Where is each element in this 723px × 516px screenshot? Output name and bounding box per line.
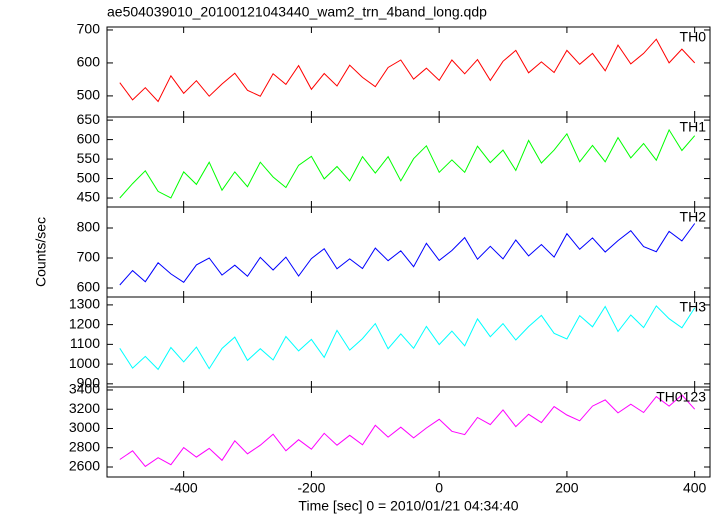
y-tick-label: 1300	[69, 296, 100, 312]
series-line	[119, 128, 696, 199]
y-tick-label: 1000	[69, 355, 100, 371]
y-axis-label: Counts/sec	[33, 217, 49, 287]
chart-title: ae504039010_20100121043440_wam2_trn_4ban…	[107, 4, 487, 20]
series-line	[119, 394, 696, 468]
y-tick-label: 700	[77, 21, 101, 37]
y-tick-label: 600	[77, 54, 101, 70]
y-tick-label: 450	[77, 189, 101, 205]
y-tick-label: 3400	[69, 381, 100, 397]
y-tick-label: 1100	[70, 335, 100, 351]
y-tick-label: 550	[77, 150, 101, 166]
y-tick-label: 3200	[69, 400, 100, 416]
series-label: TH0123	[656, 389, 706, 405]
y-tick-label: 1200	[69, 315, 100, 331]
x-axis-label: Time [sec] 0 = 2010/01/21 04:34:40	[298, 498, 518, 514]
panel-frame	[106, 116, 711, 208]
series-label: TH1	[680, 119, 707, 135]
x-tick-label: -200	[297, 480, 325, 496]
series-label: TH2	[680, 209, 707, 225]
y-tick-label: 800	[77, 219, 101, 235]
series-line	[119, 38, 696, 103]
y-tick-label: 900	[77, 375, 101, 391]
y-tick-label: 650	[77, 111, 101, 127]
y-tick-label: 500	[77, 169, 101, 185]
y-tick-label: 700	[77, 249, 101, 265]
y-tick-label: 2800	[69, 438, 100, 454]
x-tick-label: 400	[683, 480, 707, 496]
series-label: TH0	[680, 29, 707, 45]
y-tick-label: 500	[77, 87, 101, 103]
panel-frame	[106, 206, 711, 298]
x-tick-label: 0	[435, 480, 443, 496]
series-label: TH3	[680, 299, 707, 315]
x-tick-label: 200	[555, 480, 579, 496]
y-tick-label: 3000	[69, 419, 100, 435]
y-tick-label: 600	[77, 130, 101, 146]
series-line	[119, 305, 696, 371]
series-line	[119, 223, 696, 286]
x-tick-label: -400	[170, 480, 198, 496]
y-tick-label: 2600	[69, 458, 100, 474]
panel-frame	[106, 386, 711, 478]
y-tick-label: 600	[77, 279, 101, 295]
